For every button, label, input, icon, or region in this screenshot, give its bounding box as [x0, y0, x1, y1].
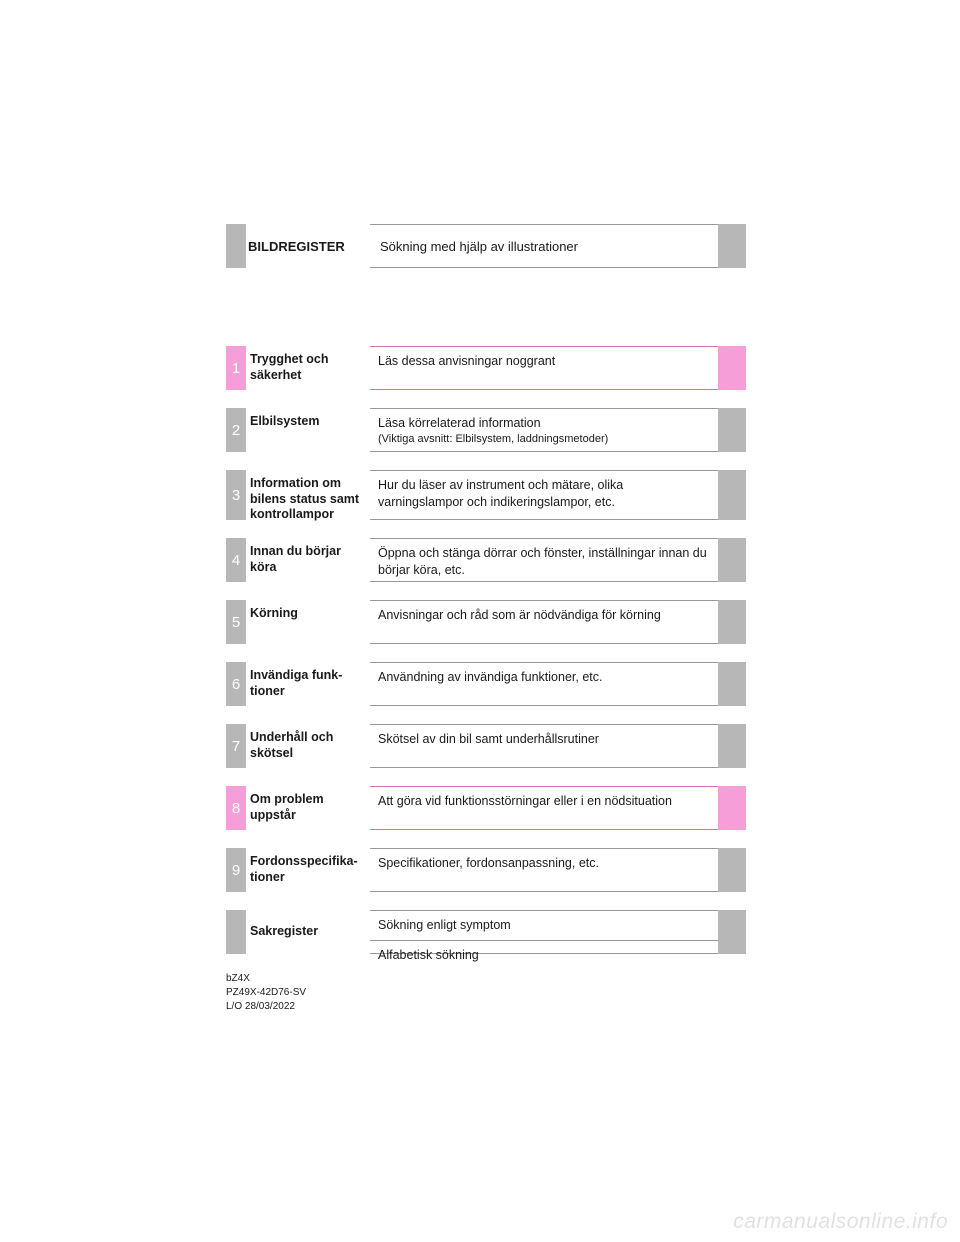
- section-list: 1Trygghet och säkerhetLäs dessa anvisnin…: [226, 346, 746, 892]
- manual-toc-page: BILDREGISTER Sökning med hjälp av illust…: [226, 224, 746, 1014]
- section-description: Öppna och stänga dörrar och fönster, ins…: [370, 538, 718, 582]
- index-tab: [718, 910, 746, 954]
- footer: bZ4X PZ49X-42D76-SV L/O 28/03/2022: [226, 972, 746, 1014]
- header-tab: [718, 224, 746, 268]
- section-row: 6Invändiga funk­tionerAnvändning av invä…: [226, 662, 746, 706]
- section-title: Elbilsystem: [246, 408, 370, 452]
- bildregister-header: BILDREGISTER Sökning med hjälp av illust…: [226, 224, 746, 268]
- section-title: Om problem uppstår: [246, 786, 370, 830]
- section-description: Skötsel av din bil samt underhållsrutine…: [370, 724, 718, 768]
- header-label: BILDREGISTER: [246, 224, 370, 268]
- section-tab: [718, 662, 746, 706]
- section-number: 2: [226, 408, 246, 452]
- section-title: Innan du börjar köra: [246, 538, 370, 582]
- section-title: Fordonsspecifika­tioner: [246, 848, 370, 892]
- section-description: Hur du läser av instrument och mätare, o…: [370, 470, 718, 520]
- section-number: 7: [226, 724, 246, 768]
- section-tab: [718, 346, 746, 390]
- section-row: 4Innan du börjar köraÖppna och stänga dö…: [226, 538, 746, 582]
- section-tab: [718, 724, 746, 768]
- section-row: 7Underhåll och skötselSkötsel av din bil…: [226, 724, 746, 768]
- section-description: Anvisningar och råd som är nödvändiga fö…: [370, 600, 718, 644]
- section-row: 2ElbilsystemLäsa körrelaterad informatio…: [226, 408, 746, 452]
- section-row: 8Om problem uppstårAtt göra vid funktion…: [226, 786, 746, 830]
- index-description: Sökning enligt symptom Alfabetisk söknin…: [370, 910, 718, 954]
- header-description: Sökning med hjälp av illustrationer: [370, 224, 718, 268]
- section-tab: [718, 408, 746, 452]
- footer-partnum: PZ49X-42D76-SV: [226, 986, 746, 1000]
- section-title: Underhåll och skötsel: [246, 724, 370, 768]
- section-number: 4: [226, 538, 246, 582]
- index-desc-top: Sökning enligt symptom: [370, 911, 718, 941]
- index-row: Sakregister Sökning enligt symptom Alfab…: [226, 910, 746, 954]
- watermark: carmanualsonline.info: [733, 1210, 948, 1234]
- section-description: Specifikationer, fordonsanpassning, etc.: [370, 848, 718, 892]
- footer-date: L/O 28/03/2022: [226, 1000, 746, 1014]
- section-number: 1: [226, 346, 246, 390]
- index-number-stub: [226, 910, 246, 954]
- section-tab: [718, 470, 746, 520]
- index-desc-bottom: Alfabetisk sökning: [370, 941, 718, 970]
- section-number: 3: [226, 470, 246, 520]
- section-title: Trygghet och säkerhet: [246, 346, 370, 390]
- section-description: Användning av invändiga funktioner, etc.: [370, 662, 718, 706]
- section-number: 9: [226, 848, 246, 892]
- section-row: 9Fordonsspecifika­tionerSpecifikationer,…: [226, 848, 746, 892]
- section-row: 1Trygghet och säkerhetLäs dessa anvisnin…: [226, 346, 746, 390]
- index-title: Sakregister: [246, 910, 370, 954]
- section-description: Läsa körrelaterad information(Viktiga av…: [370, 408, 718, 452]
- section-description: Läs dessa anvisningar noggrant: [370, 346, 718, 390]
- section-row: 5KörningAnvisningar och råd som är nödvä…: [226, 600, 746, 644]
- section-tab: [718, 786, 746, 830]
- header-number-stub: [226, 224, 246, 268]
- section-number: 8: [226, 786, 246, 830]
- section-tab: [718, 538, 746, 582]
- footer-model: bZ4X: [226, 972, 746, 986]
- section-description: Att göra vid funktionsstörningar eller i…: [370, 786, 718, 830]
- section-row: 3Information om bilens status samt kontr…: [226, 470, 746, 520]
- section-title: Körning: [246, 600, 370, 644]
- section-number: 5: [226, 600, 246, 644]
- section-title: Invändiga funk­tioner: [246, 662, 370, 706]
- section-tab: [718, 600, 746, 644]
- section-tab: [718, 848, 746, 892]
- section-title: Information om bilens status samt kontro…: [246, 470, 370, 520]
- section-number: 6: [226, 662, 246, 706]
- section-description-sub: (Viktiga avsnitt: Elbilsystem, laddnings…: [378, 432, 710, 447]
